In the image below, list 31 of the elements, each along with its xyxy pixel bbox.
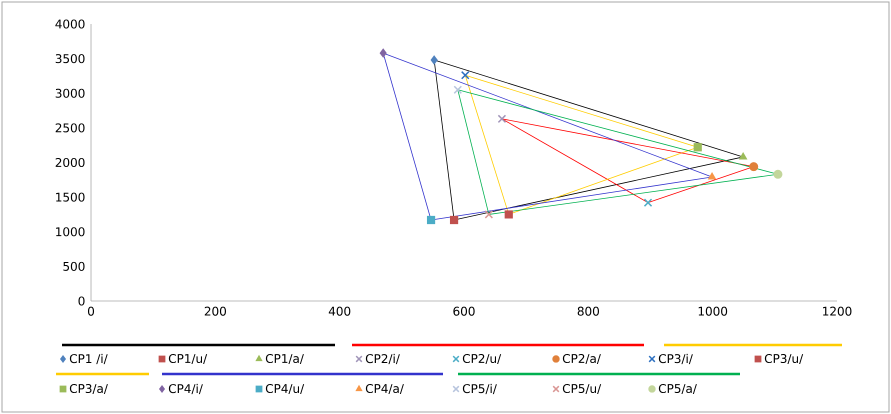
x-tick-label: 800	[578, 306, 599, 316]
x-tick-label: 1000	[698, 306, 728, 316]
x-tick-label: 1200	[823, 306, 852, 316]
legend-label: CP4/a/	[366, 384, 404, 394]
y-tick-label: 1500	[56, 192, 85, 202]
legend-label: CP2/u/	[462, 354, 502, 364]
legend-label: CP1 /i/	[70, 354, 108, 364]
legend-label: CP3/i/	[658, 354, 693, 364]
legend-label: CP5/u/	[562, 384, 602, 394]
legend-label: CP4/u/	[266, 384, 304, 394]
y-tick-label: 3500	[56, 54, 85, 64]
legend-label: CP1/u/	[168, 354, 208, 364]
legend-label: CP3/u/	[764, 354, 804, 364]
legend-label: CP2/i/	[366, 354, 400, 364]
legend-label: CP4/i/	[168, 384, 203, 394]
legend-label: CP2/a/	[562, 354, 601, 364]
y-tick-label: 2500	[56, 123, 85, 132]
y-tick-label: 2000	[56, 158, 85, 168]
y-tick-label: 0	[78, 296, 85, 306]
legend-label: CP1/a/	[266, 354, 304, 364]
y-tick-label: 1000	[56, 227, 85, 236]
x-tick-label: 0	[88, 306, 94, 316]
y-tick-label: 500	[63, 262, 85, 271]
y-tick-label: 4000	[55, 19, 85, 29]
x-tick-label: 200	[204, 306, 226, 316]
x-tick-label: 400	[328, 306, 350, 316]
legend-label: CP5/i/	[462, 384, 497, 394]
legend-label: CP5/a/	[658, 384, 697, 394]
y-tick-label: 3000	[56, 88, 85, 98]
legend-label: CP3/a/	[70, 384, 108, 394]
x-tick-label: 600	[453, 306, 475, 316]
